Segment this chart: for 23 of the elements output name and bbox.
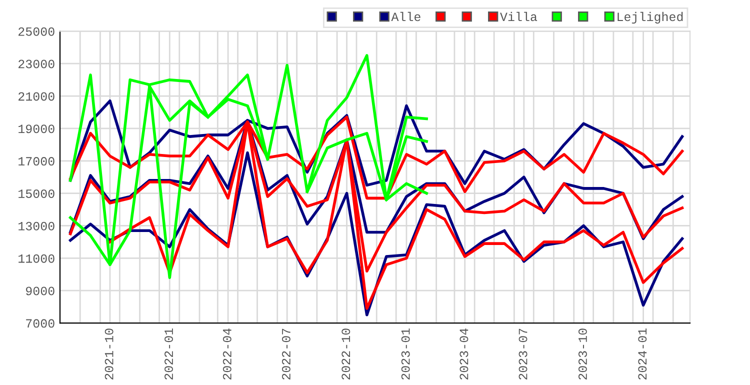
x-tick-label: 2023-04 bbox=[460, 328, 468, 380]
x-tick-label: 2022-07 bbox=[282, 328, 290, 380]
y-tick-label: 11000 bbox=[18, 254, 54, 263]
x-tick-label: 2022-01 bbox=[164, 328, 174, 380]
legend-label: Villa bbox=[500, 12, 538, 22]
x-tick-label: 2022-10 bbox=[342, 328, 350, 380]
y-tick-label: 17000 bbox=[18, 157, 54, 166]
y-tick-label: 15000 bbox=[18, 189, 54, 198]
y-tick-label: 9000 bbox=[26, 286, 54, 296]
x-tick-label: 2023-07 bbox=[518, 328, 528, 380]
y-tick-label: 25000 bbox=[18, 27, 54, 36]
legend-label: Lejlighed bbox=[618, 12, 683, 24]
x-tick-label: 2023-10 bbox=[578, 328, 587, 380]
x-tick-label: 2022-04 bbox=[222, 328, 232, 380]
y-tick-label: 23000 bbox=[18, 60, 54, 68]
y-tick-label: 21000 bbox=[18, 92, 54, 101]
x-tick-label: 2021-10 bbox=[104, 328, 114, 380]
x-tick-label: 2024-01 bbox=[638, 328, 647, 380]
y-tick-label: 7000 bbox=[26, 319, 54, 328]
y-tick-label: 19000 bbox=[18, 124, 54, 134]
legend-label: Alle bbox=[391, 12, 420, 22]
y-tick-label: 13000 bbox=[18, 222, 54, 230]
x-tick-label: 2023-01 bbox=[401, 328, 410, 380]
